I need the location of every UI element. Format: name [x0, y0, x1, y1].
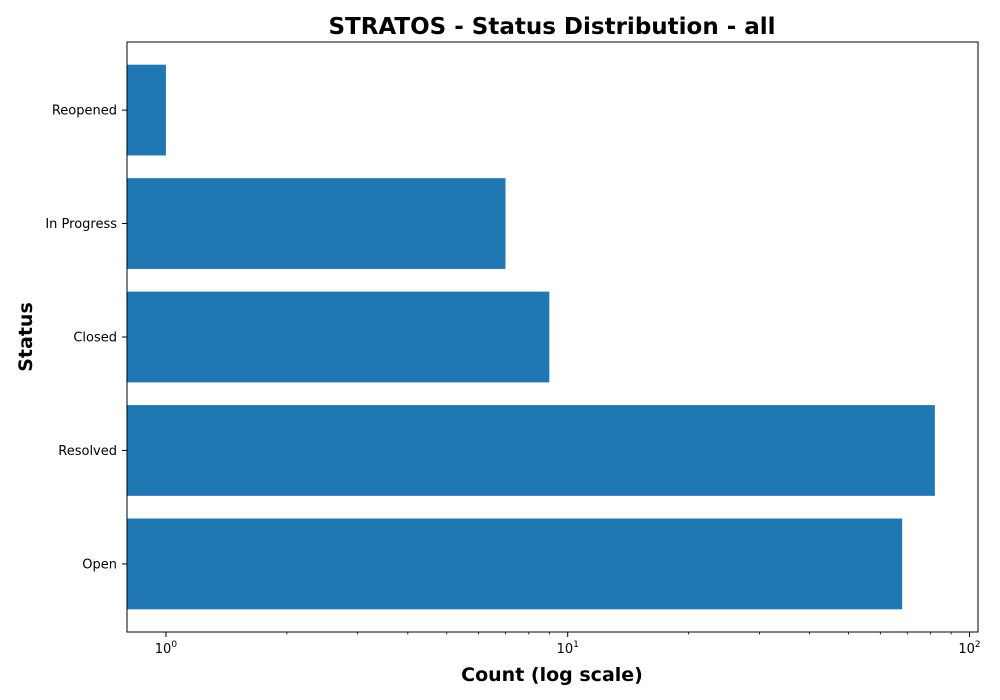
y-axis-label: Status [15, 302, 37, 372]
y-tick-label: In Progress [45, 217, 117, 232]
x-tick-label: 100 [155, 640, 178, 657]
bar-reopened [127, 64, 166, 156]
plot-frame [126, 41, 979, 633]
y-tick-label: Reopened [52, 104, 117, 119]
y-axis-ticks: Open Resolved Closed In Progress Reopened [45, 104, 127, 572]
chart-title: STRATOS - Status Distribution - all [328, 14, 775, 40]
bar-in-progress [127, 178, 506, 269]
x-axis-label: Count (log scale) [461, 664, 643, 686]
bar-open [127, 518, 903, 610]
bar-resolved [127, 405, 935, 496]
y-tick-label: Resolved [58, 444, 117, 459]
x-tick-label: 102 [958, 640, 980, 657]
bars-group [127, 64, 935, 610]
y-tick-label: Closed [73, 331, 117, 346]
x-tick-label: 101 [557, 640, 579, 657]
bar-closed [127, 291, 550, 383]
y-tick-label: Open [82, 557, 117, 572]
x-axis-ticks: 100 101 102 [155, 632, 981, 657]
